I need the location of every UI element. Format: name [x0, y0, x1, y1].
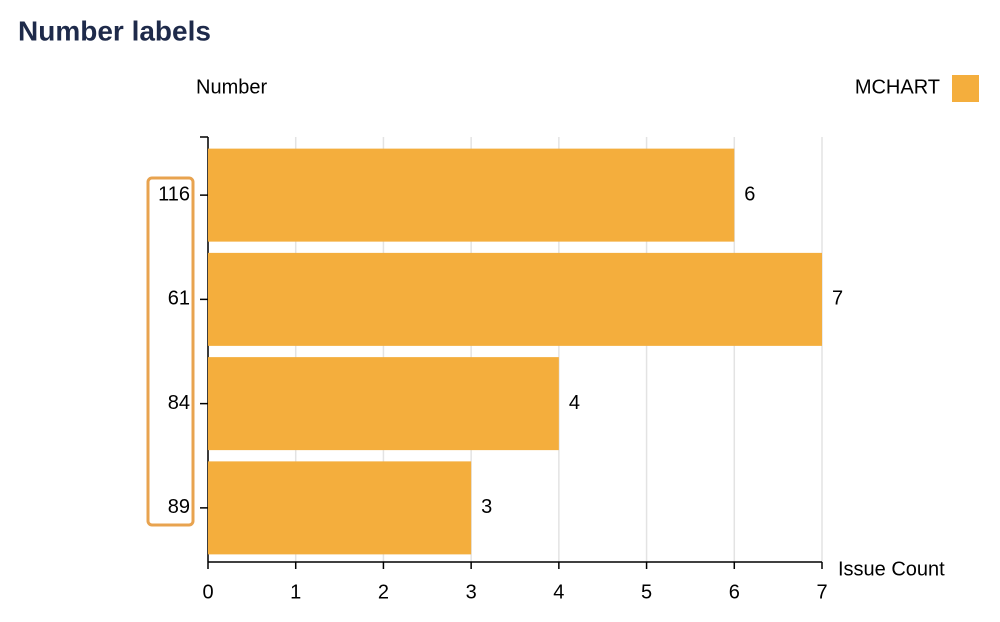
x-axis-label: Issue Count — [838, 558, 945, 580]
value-label: 3 — [481, 496, 492, 518]
chart-title: Number labels — [18, 15, 211, 46]
y-axis-label: Number — [196, 76, 267, 98]
value-label: 4 — [569, 392, 580, 414]
x-tick-label: 1 — [290, 581, 301, 603]
x-tick-label: 2 — [378, 581, 389, 603]
x-tick-label: 5 — [641, 581, 652, 603]
value-label: 7 — [832, 288, 843, 310]
bar — [208, 252, 822, 346]
legend-label: MCHART — [855, 76, 940, 98]
legend-swatch — [952, 75, 979, 102]
highlight-box — [146, 176, 195, 527]
y-tick-label: 116 — [158, 183, 190, 205]
bar — [208, 357, 559, 451]
y-tick-label: 61 — [168, 288, 190, 310]
x-tick-label: 0 — [202, 581, 213, 603]
bar — [208, 148, 735, 242]
x-tick-label: 3 — [466, 581, 477, 603]
value-label: 6 — [744, 183, 755, 205]
x-tick-label: 7 — [816, 581, 827, 603]
y-tick-label: 89 — [168, 496, 190, 518]
y-tick-label: 84 — [168, 392, 190, 414]
bar — [208, 461, 472, 555]
x-tick-label: 6 — [729, 581, 740, 603]
x-tick-label: 4 — [553, 581, 564, 603]
